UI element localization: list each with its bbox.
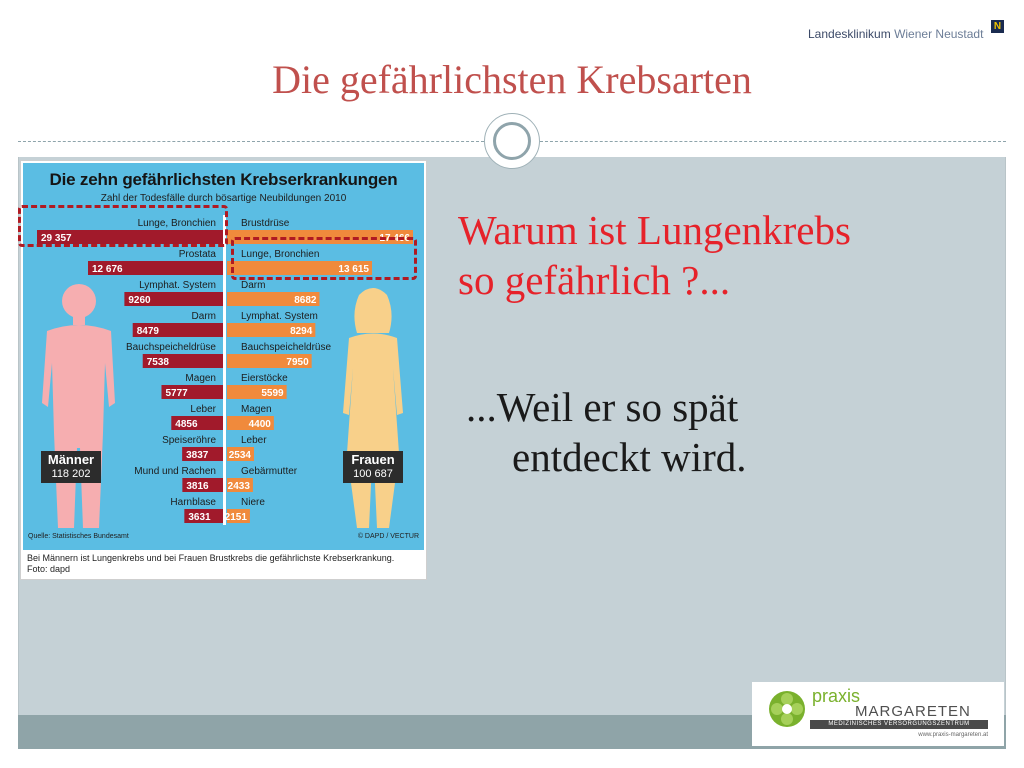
women-bar-value: 2534 [229, 450, 252, 461]
women-bar [227, 416, 274, 430]
women-bar-value: 7950 [286, 357, 309, 368]
women-bar [227, 447, 254, 461]
infographic-caption: Bei Männern ist Lungenkrebs und bei Frau… [27, 553, 395, 574]
praxis-name: MARGARETEN [855, 703, 971, 720]
women-bar [227, 354, 312, 368]
men-bar [142, 354, 223, 368]
men-bar-value: 8479 [137, 326, 160, 337]
men-bar [88, 261, 223, 275]
divider-circle [484, 113, 540, 169]
men-bar-label: Magen [185, 373, 216, 384]
men-bar [171, 416, 223, 430]
divider-line-right [540, 141, 1006, 142]
men-bar-label: Lunge, Bronchien [138, 218, 216, 229]
women-bar-label: Lunge, Bronchien [241, 249, 319, 260]
men-bar-label: Bauchspeicheldrüse [126, 342, 216, 353]
men-bar-label: Darm [192, 311, 216, 322]
question-text: Warum ist Lungenkrebs so gefährlich ?... [458, 207, 851, 303]
men-bar-value: 3631 [188, 512, 211, 523]
women-bar-value: 2151 [225, 512, 248, 523]
men-bar-label: Prostata [179, 249, 217, 260]
women-bar [227, 385, 287, 399]
men-total-box: Männer 118 202 [41, 451, 101, 483]
women-bar-value: 13 615 [338, 264, 369, 275]
praxis-url: www.praxis-margareten.at [918, 732, 988, 738]
men-bar-value: 7538 [147, 357, 170, 368]
women-bar [227, 292, 320, 306]
praxis-tagline: MEDIZINISCHES VERSORGUNGSZENTRUM [810, 720, 988, 729]
clinic-logo-icon: N [991, 20, 1004, 33]
women-bar-value: 4400 [249, 419, 272, 430]
chart-center-axis [223, 215, 226, 525]
men-bar-value: 3816 [186, 481, 209, 492]
men-bar [132, 323, 223, 337]
men-bar-label: Harnblase [170, 497, 216, 508]
women-bar-label: Lymphat. System [241, 311, 318, 322]
women-bar [227, 478, 253, 492]
infographic: Die zehn gefährlichsten Krebserkrankunge… [20, 160, 427, 580]
men-bar-value: 12 676 [92, 264, 123, 275]
women-bar-label: Gebärmutter [241, 466, 298, 477]
women-bar-value: 2433 [228, 481, 251, 492]
women-bar-label: Darm [241, 280, 265, 291]
men-bar-label: Speiseröhre [162, 435, 216, 446]
women-bar [227, 261, 372, 275]
men-bar [124, 292, 223, 306]
men-bar-value: 9260 [128, 295, 151, 306]
women-bar-label: Niere [241, 497, 265, 508]
women-bar-label: Bauchspeicheldrüse [241, 342, 331, 353]
women-total-box: Frauen 100 687 [343, 451, 403, 483]
infographic-chart: Die zehn gefährlichsten Krebserkrankunge… [23, 163, 424, 550]
slide-title: Die gefährlichsten Krebsarten [272, 57, 752, 102]
men-bar-value: 3837 [186, 450, 209, 461]
men-bar-label: Lymphat. System [139, 280, 216, 291]
men-bar [184, 509, 223, 523]
women-bar-label: Magen [241, 404, 272, 415]
women-bar-value: 5599 [261, 388, 284, 399]
answer-text: ...Weil er so spät entdeckt wird. [466, 384, 747, 480]
men-bar-value: 5777 [165, 388, 188, 399]
women-bar-label: Eierstöcke [241, 373, 288, 384]
men-bar [182, 447, 223, 461]
men-bar [37, 230, 223, 244]
women-bar [227, 509, 250, 523]
clinic-name: Landesklinikum Wiener Neustadt [808, 27, 984, 41]
men-bar-value: 29 357 [41, 233, 72, 244]
men-bar-label: Mund und Rachen [134, 466, 216, 477]
chart-subtitle: Zahl der Todesfälle durch bösartige Neub… [100, 193, 347, 204]
chart-title: Die zehn gefährlichsten Krebserkrankunge… [49, 170, 398, 189]
bar-layer: Lunge, Bronchien 29 357 Prostata 12 676 Lymp… [37, 218, 413, 523]
women-bar [227, 323, 316, 337]
men-bar-label: Leber [190, 404, 216, 415]
highlight-men-lung [18, 205, 228, 247]
flower-icon [769, 691, 805, 727]
praxis-word: praxis [812, 686, 861, 706]
divider-line-left [18, 141, 484, 142]
chart-credit: © DAPD / VECTUR [357, 533, 419, 540]
men-bar-value: 4856 [175, 419, 198, 430]
men-bar [182, 478, 223, 492]
praxis-margareten-logo: praxis MARGARETEN MEDIZINISCHES VERSORGU… [752, 682, 1004, 746]
women-bar-value: 8294 [290, 326, 313, 337]
men-bar [161, 385, 223, 399]
women-bar-label: Leber [241, 435, 267, 446]
women-bar-value: 8682 [294, 295, 317, 306]
women-bar-label: Brustdrüse [241, 218, 290, 229]
highlight-women-lung [231, 237, 417, 280]
chart-source: Quelle: Statistisches Bundesamt [28, 533, 129, 540]
